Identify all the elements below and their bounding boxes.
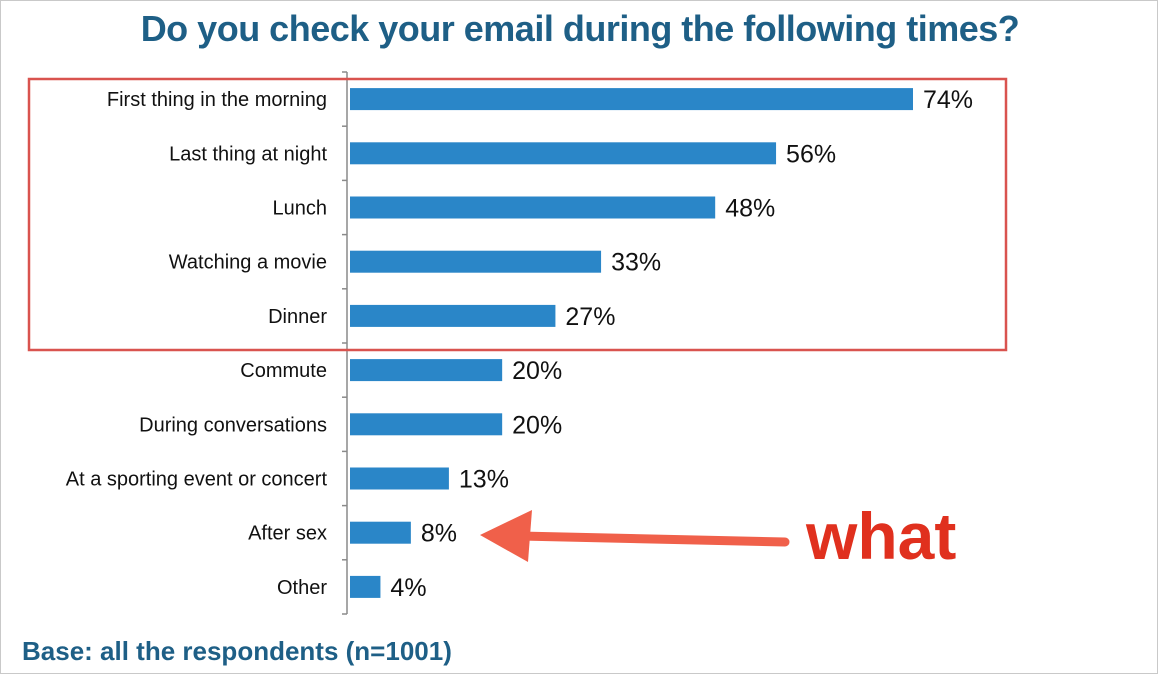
annotation-text: what	[806, 499, 957, 573]
chart-title: Do you check your email during the follo…	[140, 8, 1020, 49]
value-label: 8%	[421, 520, 457, 548]
category-label: Other	[277, 577, 327, 599]
value-label: 33%	[611, 249, 661, 277]
bar	[350, 88, 913, 111]
category-label: Watching a movie	[169, 252, 327, 274]
bar	[350, 359, 503, 382]
bar	[350, 196, 716, 219]
value-label: 13%	[459, 466, 509, 494]
category-label: At a sporting event or concert	[66, 469, 328, 491]
value-label: 56%	[786, 140, 836, 168]
category-label: During conversations	[139, 414, 327, 436]
bar	[350, 304, 556, 327]
bar	[350, 142, 777, 165]
value-label: 27%	[565, 303, 615, 331]
highlight-box	[27, 77, 1008, 352]
annotation-arrowhead	[480, 510, 532, 562]
bar	[350, 467, 449, 490]
category-label: Commute	[240, 360, 327, 382]
category-label: Lunch	[273, 198, 328, 220]
footnote: Base: all the respondents (n=1001)	[22, 636, 452, 666]
value-label: 20%	[512, 411, 562, 439]
value-label: 4%	[390, 574, 426, 602]
value-label: 48%	[725, 195, 775, 223]
bar	[350, 521, 411, 544]
annotation-arrow-shaft	[515, 531, 790, 547]
category-label: After sex	[248, 523, 327, 545]
bar	[350, 575, 381, 598]
value-label: 74%	[923, 86, 973, 114]
category-label: First thing in the morning	[107, 89, 327, 111]
value-label: 20%	[512, 357, 562, 385]
category-label: Dinner	[268, 306, 327, 328]
bar	[350, 250, 602, 273]
category-label: Last thing at night	[169, 143, 327, 165]
bar	[350, 413, 503, 436]
